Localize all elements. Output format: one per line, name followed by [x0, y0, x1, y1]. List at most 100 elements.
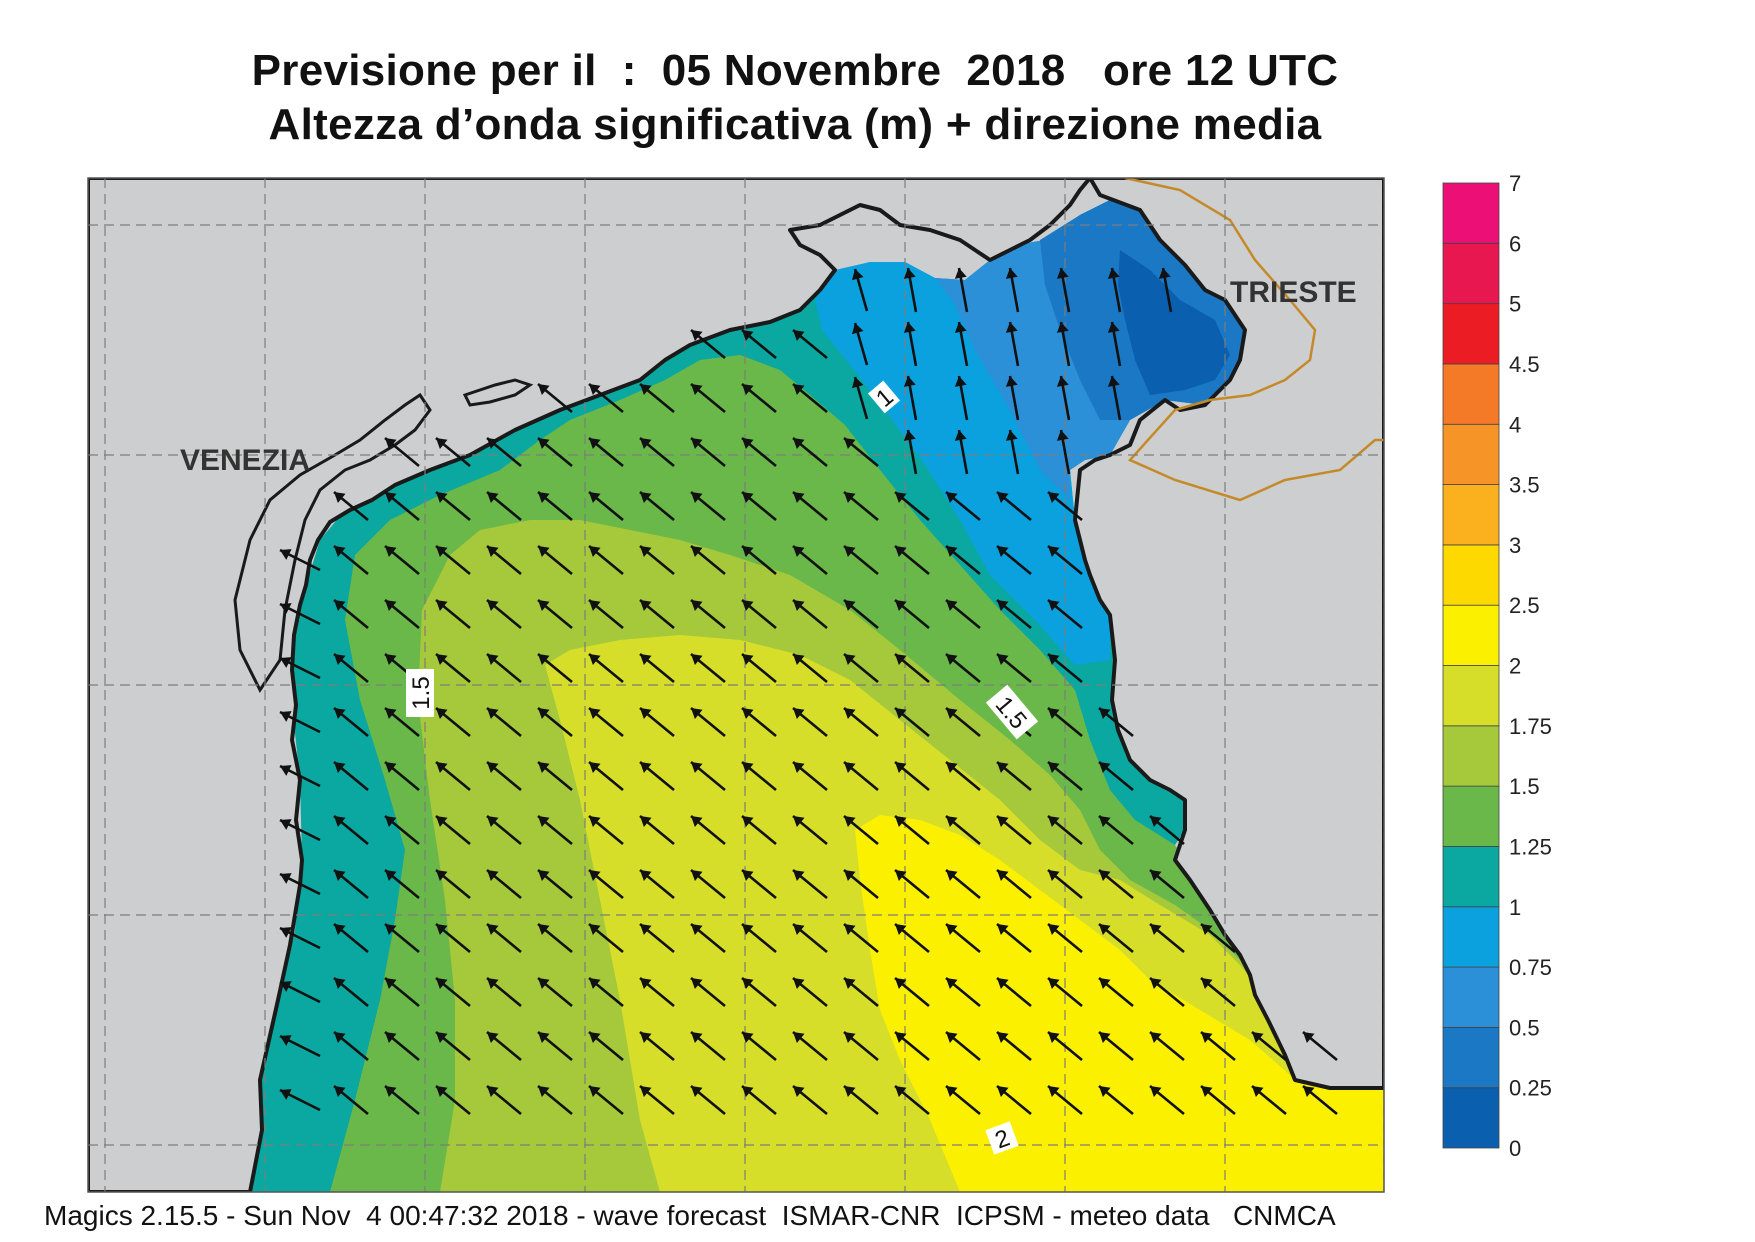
wave-arrow-head — [334, 600, 346, 611]
wave-arrow-head — [538, 546, 550, 557]
wave-arrow-head — [742, 1032, 754, 1043]
wave-arrow-head — [280, 603, 292, 614]
wave-arrow-head — [691, 654, 703, 665]
land-lido-island — [462, 378, 534, 407]
wave-arrow-head — [1005, 376, 1018, 387]
wave-arrow-head — [589, 438, 601, 449]
colorbar-swatch — [1442, 604, 1500, 666]
wave-arrow-head — [851, 323, 864, 335]
wave-arrow-head — [903, 376, 916, 387]
colorbar-swatch — [1442, 1026, 1500, 1089]
wave-arrow-head — [1099, 870, 1111, 881]
wave-arrow-head — [742, 924, 754, 935]
wave-arrow-head — [334, 978, 346, 989]
wave-arrow-head — [844, 708, 856, 719]
wave-arrow-head — [436, 546, 448, 557]
footer-credits: Magics 2.15.5 - Sun Nov 4 00:47:32 2018 … — [44, 1200, 1336, 1231]
wave-arrow-head — [844, 978, 856, 989]
wave-arrow-head — [691, 762, 703, 773]
contour-label-1.5-west: 1.5 — [406, 669, 435, 717]
wave-arrow-head — [640, 1086, 652, 1097]
wave-arrow-head — [895, 708, 907, 719]
wave-arrow-head — [946, 1086, 958, 1097]
wave-arrow-head — [1252, 1032, 1264, 1043]
wave-arrow-head — [640, 654, 652, 665]
wave-arrow-head — [589, 978, 601, 989]
wave-arrow-head — [385, 924, 397, 935]
colorbar-swatch — [1442, 363, 1500, 425]
wave-arrow-head — [691, 384, 703, 395]
wave-arrow-head — [997, 978, 1009, 989]
wave-arrow-head — [793, 546, 805, 557]
wave-arrow-head — [793, 654, 805, 665]
wave-arrow-head — [946, 816, 958, 827]
wave-arrow-head — [1005, 268, 1018, 279]
wave-arrow-head — [691, 1032, 703, 1043]
wave-arrow-head — [793, 384, 805, 395]
wave-arrow-head — [742, 384, 754, 395]
wave-arrow-head — [946, 924, 958, 935]
wave-arrow-head — [997, 546, 1009, 557]
wave-arrow-head — [793, 492, 805, 503]
wave-arrow-head — [385, 816, 397, 827]
wave-arrow-head — [436, 870, 448, 881]
wave-arrow-head — [487, 870, 499, 881]
colorbar-swatch — [1442, 182, 1500, 244]
colorbar-label: 2.5 — [1509, 593, 1540, 618]
wave-arrow-head — [1048, 978, 1060, 989]
wave-arrow-head — [385, 708, 397, 719]
wave-arrow-head — [793, 600, 805, 611]
wave-arrow-head — [1099, 762, 1111, 773]
wave-arrow-head — [487, 600, 499, 611]
wave-arrow-head — [691, 546, 703, 557]
wave-arrow-head — [1303, 1032, 1315, 1043]
wave-arrow-head — [436, 762, 448, 773]
wave-arrow-head — [1201, 1086, 1213, 1097]
wave-arrow-head — [844, 924, 856, 935]
wave-arrow-head — [589, 492, 601, 503]
wave-arrow-head — [1107, 268, 1120, 279]
wave-arrow-head — [1056, 268, 1069, 279]
wave-arrow-head — [436, 1086, 448, 1097]
wave-arrow-head — [793, 924, 805, 935]
colorbar-label: 0.5 — [1509, 1015, 1540, 1040]
wave-arrow-head — [1201, 978, 1213, 989]
wave-arrow-head — [538, 816, 550, 827]
wave-arrow-head — [844, 762, 856, 773]
colorbar-swatch — [1442, 966, 1500, 1028]
colorbar-swatch — [1442, 423, 1500, 485]
wave-arrow-head — [280, 927, 292, 938]
wave-arrow-head — [538, 978, 550, 989]
wave-arrow-head — [844, 816, 856, 827]
wave-arrow-head — [1158, 268, 1171, 279]
wave-arrow-head — [844, 1086, 856, 1097]
city-label-trieste: TRIESTE — [1230, 276, 1357, 309]
wave-arrow-head — [954, 376, 967, 387]
wave-arrow-head — [280, 1089, 292, 1100]
wave-arrow-head — [385, 600, 397, 611]
colorbar-label: 6 — [1509, 231, 1521, 256]
title-line-2: Altezza d’onda significativa (m) + direz… — [268, 100, 1322, 149]
wave-arrow-head — [640, 924, 652, 935]
wave-arrow-head — [742, 492, 754, 503]
wave-arrow-head — [691, 438, 703, 449]
wave-arrow-head — [589, 384, 601, 395]
colorbar-label: 1.75 — [1509, 714, 1552, 739]
wave-arrow-head — [538, 600, 550, 611]
wave-arrow-head — [334, 546, 346, 557]
wave-arrow-head — [436, 978, 448, 989]
wave-arrow-head — [1099, 708, 1111, 719]
wave-arrow-head — [1048, 708, 1060, 719]
wave-arrow-head — [589, 654, 601, 665]
wave-arrow-head — [742, 546, 754, 557]
wave-arrow-head — [589, 708, 601, 719]
wave-arrow-head — [1107, 322, 1120, 333]
colorbar-label: 0 — [1509, 1136, 1521, 1161]
wave-arrow-head — [844, 546, 856, 557]
colorbar-label: 5 — [1509, 292, 1521, 317]
wave-arrow-head — [334, 816, 346, 827]
wave-arrow-head — [946, 1032, 958, 1043]
wave-arrow-head — [742, 654, 754, 665]
colorbar-label: 4.5 — [1509, 352, 1540, 377]
wave-arrow-head — [640, 1032, 652, 1043]
